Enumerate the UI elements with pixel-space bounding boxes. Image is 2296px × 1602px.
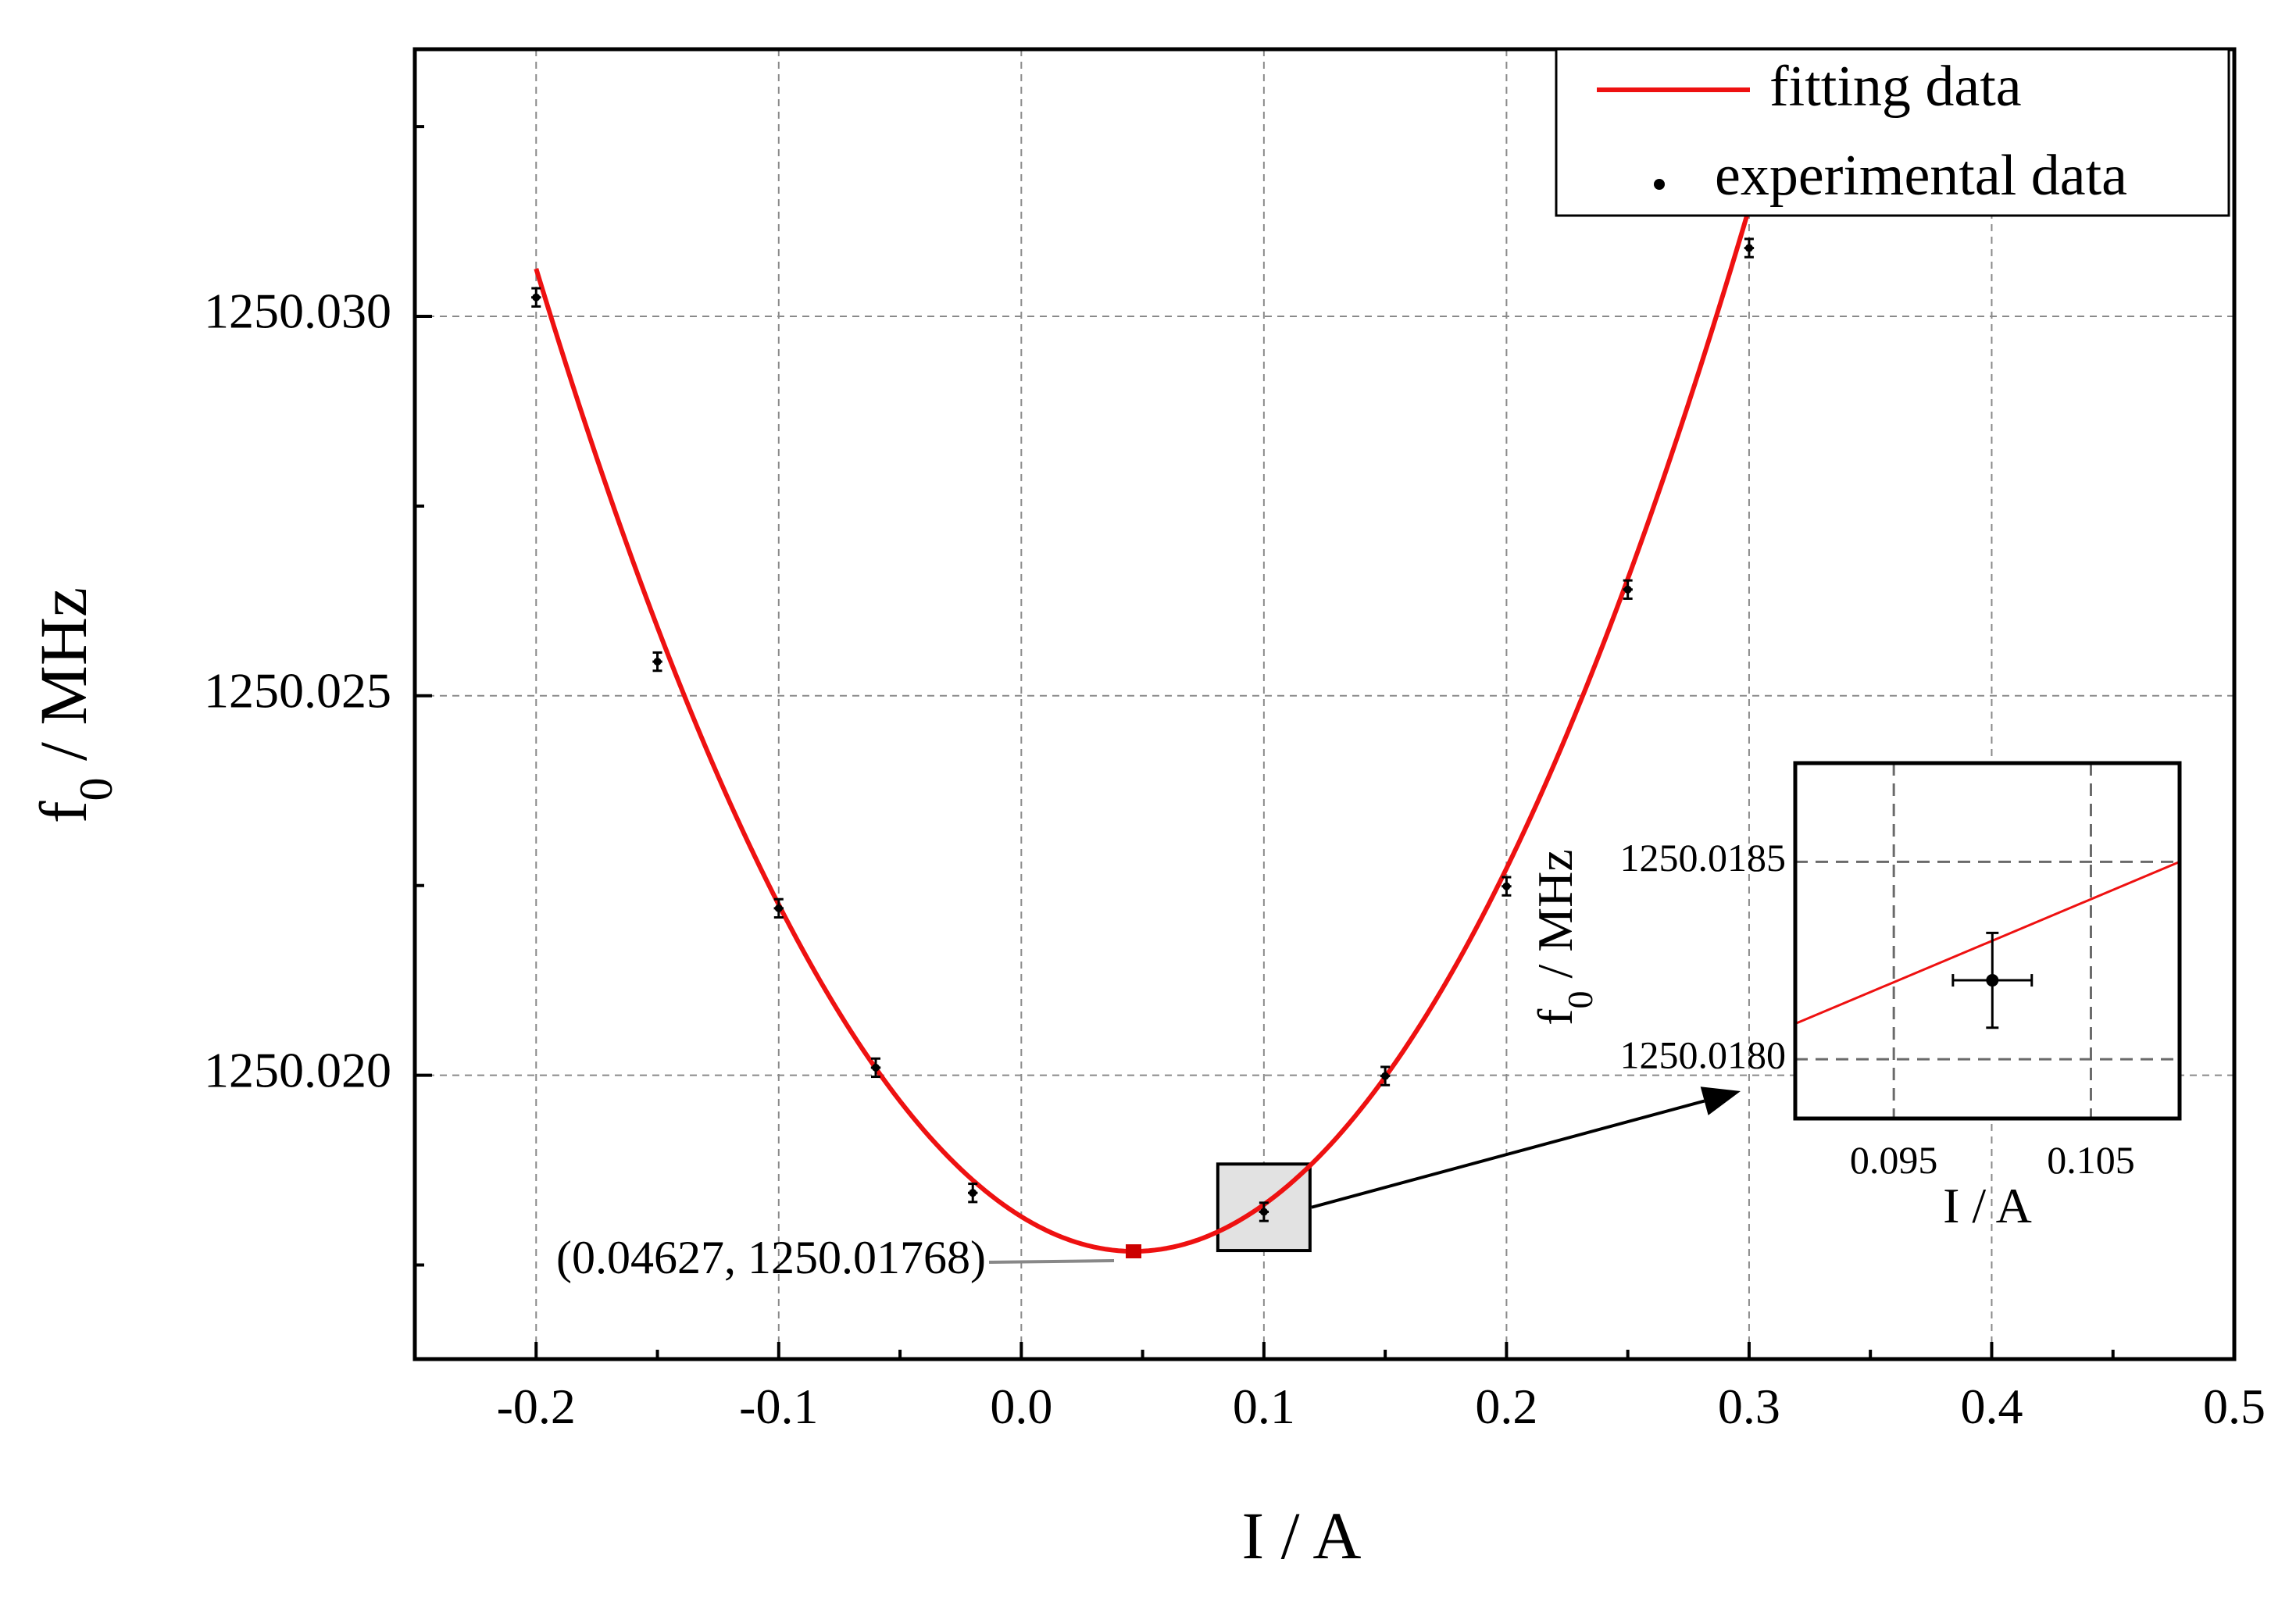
- data-point-marker: [532, 293, 541, 301]
- fitting-curve: [534, 207, 1751, 1254]
- data-point-6: [1380, 1065, 1391, 1086]
- data-point-2: [773, 897, 784, 919]
- data-point-marker: [969, 1189, 977, 1197]
- x-tick-label-2: 0.0: [990, 1379, 1052, 1434]
- data-point-marker: [1623, 585, 1632, 594]
- data-point-7: [1502, 876, 1512, 897]
- data-point-3: [870, 1057, 881, 1079]
- x-tick-label-3: 0.1: [1233, 1379, 1295, 1434]
- inset-y-tick-label-0: 1250.0180: [1620, 1033, 1787, 1077]
- inset-y-axis-title-subscript: 0: [1560, 991, 1600, 1009]
- inset-y-axis-title-units: / MHz: [1527, 849, 1583, 990]
- data-point-marker: [774, 904, 783, 912]
- inset-plot: 0.095 0.105 1250.0180 1250.0185 I / A f0 / …: [1527, 761, 2182, 1233]
- x-tick-label-1: -0.1: [739, 1379, 818, 1434]
- legend-swatch-experimental-data: [1654, 179, 1665, 190]
- annotation-marker: [1126, 1244, 1142, 1259]
- data-point-marker: [1381, 1072, 1390, 1080]
- annotation-leader-line: [988, 1259, 1115, 1264]
- inset-y-axis-title-main: f: [1527, 1008, 1583, 1026]
- y-axis-title: f0 / MHz: [26, 587, 122, 823]
- inset-x-tick-label-0: 0.095: [1850, 1138, 1938, 1182]
- x-tick-label-0: -0.2: [497, 1379, 576, 1434]
- data-point-marker: [1502, 882, 1511, 890]
- data-point-0: [531, 287, 541, 308]
- inset-fitting-curve: [1794, 861, 2180, 1026]
- inset-data-point-marker: [1986, 974, 1999, 987]
- inset-x-tick-label-1: 0.105: [2047, 1138, 2135, 1182]
- data-point-4: [968, 1183, 978, 1204]
- legend-label-experimental-data: experimental data: [1715, 144, 2127, 208]
- x-tick-label-5: 0.3: [1718, 1379, 1780, 1434]
- inset-frame: [1793, 761, 2182, 1121]
- inset-y-axis-title: f0 / MHz: [1527, 849, 1600, 1026]
- annotation: (0.04627, 1250.01768): [556, 1232, 1142, 1283]
- annotation-label: (0.04627, 1250.01768): [556, 1232, 986, 1283]
- x-tick-label-4: 0.2: [1475, 1379, 1537, 1434]
- grid-lines: [415, 49, 2234, 1359]
- zoom-arrow-line: [1311, 1099, 1705, 1209]
- axis-ticks: [415, 125, 2236, 1359]
- x-tick-label-6: 0.4: [1960, 1379, 2023, 1434]
- legend-label-fitting-data: fitting data: [1769, 55, 2022, 119]
- inset-background: [1795, 763, 2180, 1119]
- inset-y-tick-label-1: 1250.0185: [1620, 836, 1787, 879]
- zoom-arrow-head: [1700, 1086, 1741, 1115]
- data-point-marker: [872, 1063, 880, 1072]
- inset-experimental-point: [1951, 931, 2034, 1029]
- data-point-5: [1259, 1201, 1269, 1222]
- y-axis-title-subscript: 0: [70, 778, 122, 801]
- data-point-8: [1623, 579, 1633, 600]
- data-point-1: [652, 651, 662, 673]
- legend: fitting data experimental data: [1555, 48, 2230, 217]
- legend-box: [1555, 48, 2230, 217]
- data-point-marker: [1744, 244, 1753, 252]
- inset-x-axis-title: I / A: [1943, 1178, 2032, 1233]
- inset-tick-labels: 0.095 0.105 1250.0180 1250.0185: [1620, 836, 2135, 1182]
- y-tick-label-2: 1250.030: [204, 284, 391, 339]
- data-point-marker: [653, 658, 662, 666]
- data-point-marker: [1259, 1208, 1268, 1216]
- data-point-9: [1744, 237, 1755, 259]
- x-axis-title: I / A: [1242, 1498, 1362, 1573]
- x-tick-label-7: 0.5: [2203, 1379, 2266, 1434]
- y-tick-label-1: 1250.025: [204, 662, 391, 718]
- experimental-points: [531, 237, 1755, 1222]
- plot-frame: [412, 47, 2237, 1361]
- inset-grid-lines: [1795, 763, 2180, 1119]
- zoom-arrow: [1311, 1086, 1741, 1209]
- y-axis-title-main: f: [26, 801, 101, 823]
- y-tick-label-0: 1250.020: [204, 1042, 391, 1097]
- y-axis-title-units: / MHz: [26, 587, 101, 778]
- axis-tick-labels: -0.2 -0.1 0.0 0.1 0.2 0.3 0.4 0.5 1250.020 1250.0…: [204, 284, 2266, 1434]
